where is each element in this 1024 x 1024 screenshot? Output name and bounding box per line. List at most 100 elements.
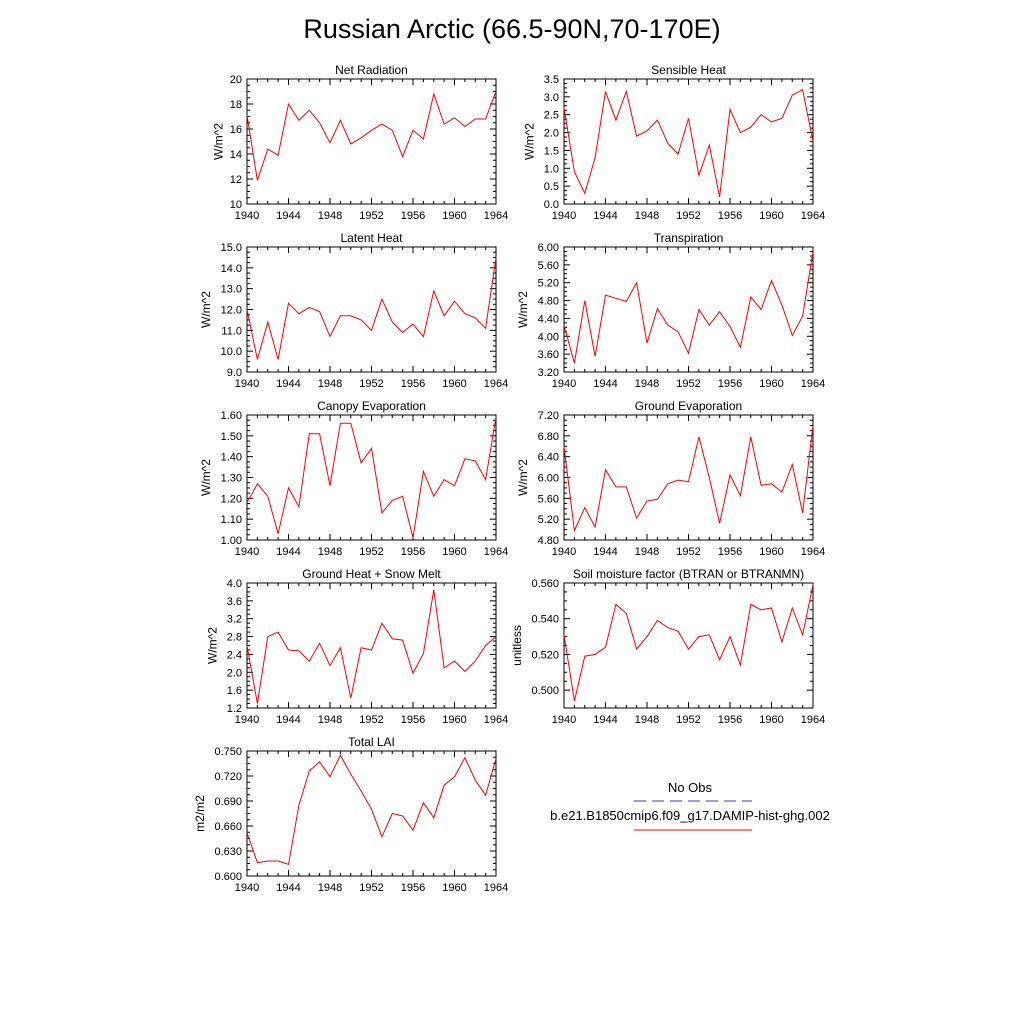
x-tick-label: 1940: [235, 378, 259, 390]
y-tick-label: 5.60: [538, 260, 559, 272]
x-tick-label: 1948: [635, 378, 659, 390]
y-tick-label: 5.20: [538, 278, 559, 290]
y-axis-label: W/m^2: [212, 123, 226, 160]
y-tick-label: 16: [230, 124, 242, 136]
y-axis-label: W/m^2: [522, 123, 536, 160]
y-axis-label: W/m^2: [199, 459, 213, 496]
x-tick-label: 1940: [235, 210, 259, 222]
y-tick-label: 3.5: [544, 74, 559, 86]
y-tick-label: 5.20: [538, 514, 559, 526]
x-tick-label: 1952: [359, 210, 383, 222]
x-tick-label: 1948: [318, 378, 342, 390]
x-tick-label: 1956: [401, 546, 425, 558]
y-tick-label: 14: [230, 149, 242, 161]
x-tick-label: 1948: [635, 714, 659, 726]
x-tick-label: 1952: [359, 882, 383, 894]
y-tick-label: 2.0: [544, 128, 559, 140]
y-tick-label: 4.80: [538, 535, 559, 547]
panel-title: Ground Evaporation: [635, 399, 742, 413]
y-tick-label: 3.2: [227, 614, 242, 626]
panel-9: Total LAI 1940 1944 1948 1952 1956 1960 1964 0.6…: [193, 735, 508, 894]
y-tick-label: 3.0: [544, 92, 559, 104]
x-tick-label: 1948: [635, 546, 659, 558]
x-tick-label: 1940: [235, 882, 259, 894]
y-axis-label: W/m^2: [516, 459, 530, 496]
y-tick-label: 1.6: [227, 685, 242, 697]
panel-4: Transpiration 1940 1944 1948 1952 1956 1960 196…: [516, 231, 825, 390]
panel-title: Soil moisture factor (BTRAN or BTRANMN): [573, 567, 804, 581]
x-tick-label: 1964: [801, 378, 825, 390]
series-line: [246, 91, 497, 181]
x-tick-label: 1944: [276, 378, 300, 390]
y-tick-label: 3.60: [538, 349, 559, 361]
plot-frame: [563, 582, 814, 709]
y-tick-label: 1.2: [227, 703, 242, 715]
y-tick-label: 0.560: [531, 578, 559, 590]
y-tick-label: 10.0: [221, 346, 242, 358]
x-tick-label: 1960: [759, 210, 783, 222]
x-tick-label: 1952: [676, 378, 700, 390]
x-tick-label: 1940: [552, 210, 576, 222]
y-tick-label: 18: [230, 99, 242, 111]
x-tick-label: 1940: [552, 546, 576, 558]
y-tick-label: 1.00: [221, 535, 242, 547]
x-tick-label: 1948: [318, 882, 342, 894]
x-tick-label: 1964: [801, 714, 825, 726]
series-line: [246, 754, 497, 865]
x-tick-label: 1956: [718, 210, 742, 222]
y-axis-label: unitless: [510, 625, 524, 666]
x-tick-label: 1956: [401, 714, 425, 726]
y-tick-label: 1.0: [544, 163, 559, 175]
y-tick-label: 6.00: [538, 242, 559, 254]
panel-title: Latent Heat: [340, 231, 403, 245]
y-tick-label: 20: [230, 74, 242, 86]
y-tick-label: 4.80: [538, 296, 559, 308]
x-tick-label: 1944: [276, 714, 300, 726]
y-tick-label: 0.520: [531, 649, 559, 661]
x-tick-label: 1960: [759, 546, 783, 558]
y-tick-label: 6.40: [538, 452, 559, 464]
y-tick-label: 0.0: [544, 199, 559, 211]
y-tick-label: 0.660: [214, 821, 242, 833]
x-tick-label: 1952: [359, 378, 383, 390]
y-tick-label: 3.6: [227, 596, 242, 608]
x-tick-label: 1964: [484, 210, 508, 222]
series-line: [563, 425, 814, 533]
y-tick-label: 0.690: [214, 796, 242, 808]
panel-title: Transpiration: [654, 231, 724, 245]
x-tick-label: 1964: [484, 378, 508, 390]
y-axis-label: W/m^2: [516, 291, 530, 328]
y-tick-label: 7.20: [538, 410, 559, 422]
legend-obs-label: No Obs: [668, 780, 713, 795]
plot-frame: [246, 414, 497, 541]
y-tick-label: 13.0: [221, 284, 242, 296]
y-tick-label: 0.540: [531, 614, 559, 626]
y-tick-label: 15.0: [221, 242, 242, 254]
y-axis-label: W/m^2: [205, 627, 219, 664]
y-tick-label: 0.5: [544, 181, 559, 193]
y-tick-label: 1.10: [221, 514, 242, 526]
plot-frame: [246, 582, 497, 709]
y-tick-label: 1.50: [221, 431, 242, 443]
y-tick-label: 1.20: [221, 493, 242, 505]
plot-frame: [246, 78, 497, 205]
plot-frame: [563, 414, 814, 541]
y-tick-label: 0.500: [531, 685, 559, 697]
x-tick-label: 1944: [276, 546, 300, 558]
y-tick-label: 2.8: [227, 632, 242, 644]
panel-6: Ground Evaporation 1940 1944 1948 1952 1956 19…: [516, 399, 825, 558]
x-tick-label: 1956: [401, 378, 425, 390]
x-tick-label: 1952: [359, 714, 383, 726]
y-tick-label: 1.40: [221, 452, 242, 464]
y-tick-label: 12.0: [221, 305, 242, 317]
panel-5: Canopy Evaporation 1940 1944 1948 1952 1956 19…: [199, 399, 508, 558]
plot-frame: [563, 78, 814, 205]
y-tick-label: 5.60: [538, 493, 559, 505]
x-tick-label: 1964: [484, 546, 508, 558]
y-tick-label: 6.80: [538, 431, 559, 443]
panel-title: Sensible Heat: [651, 63, 726, 77]
x-tick-label: 1948: [318, 546, 342, 558]
x-tick-label: 1956: [401, 210, 425, 222]
x-tick-label: 1956: [718, 378, 742, 390]
